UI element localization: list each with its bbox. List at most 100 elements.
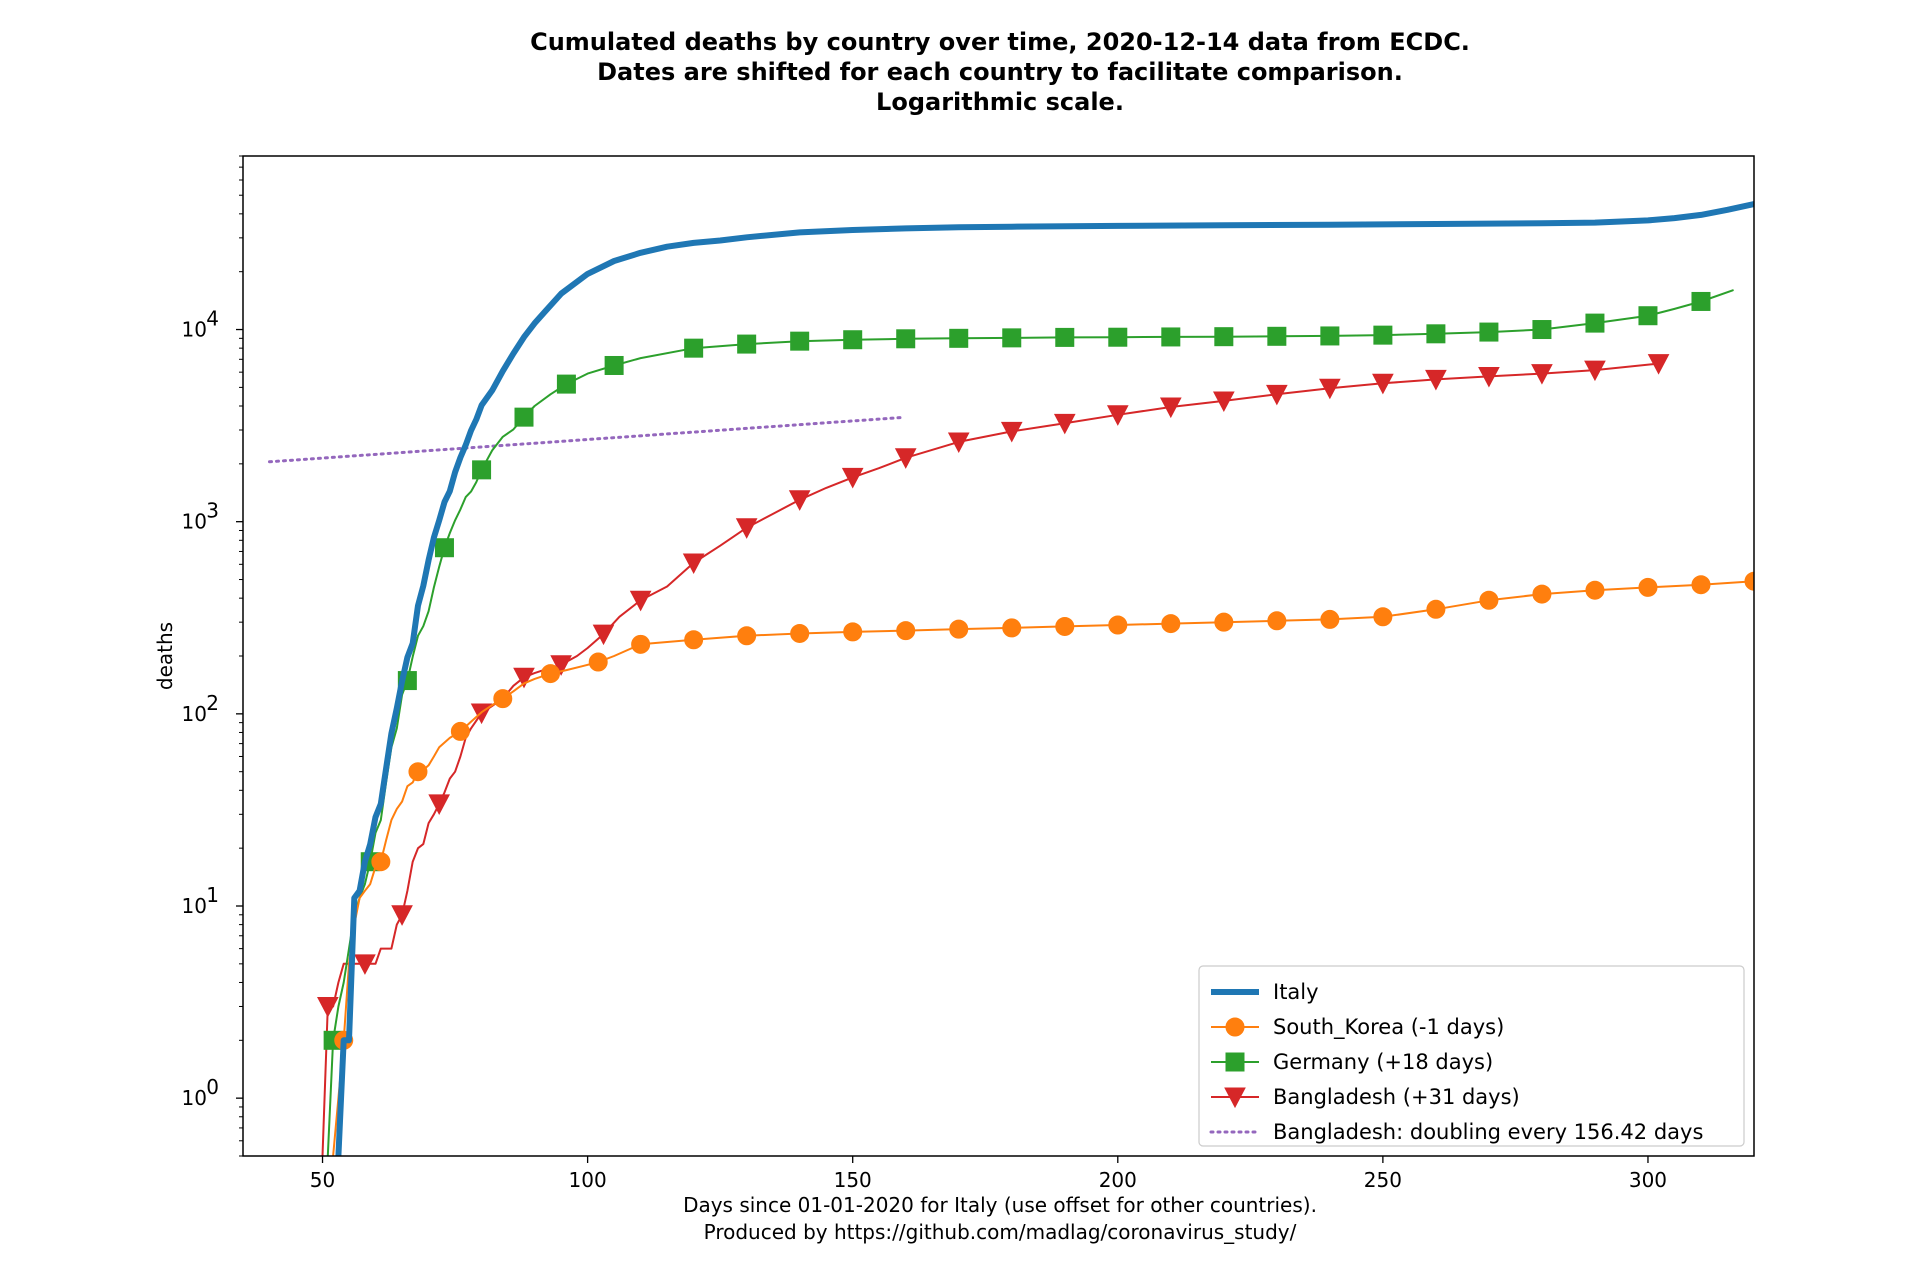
series-bangladesh-doubling: [268, 416, 902, 464]
point-bangladesh: [1053, 413, 1076, 435]
y-tick-exponent: 2: [206, 691, 219, 715]
legend-entry-southkorea: South_Korea (-1 days): [1211, 1015, 1504, 1040]
legend-label-italy: Italy: [1273, 980, 1319, 1004]
chart-title-line-3: Logarithmic scale.: [876, 88, 1124, 116]
point-germany: [434, 538, 454, 558]
chart-title: Cumulated deaths by country over time, 2…: [530, 28, 1470, 116]
x-axis-label-line-2: Produced by https://github.com/madlag/co…: [704, 1220, 1297, 1244]
y-tick-label: 10: [182, 894, 207, 918]
x-tick-label: 100: [569, 1168, 607, 1192]
plot-area: [268, 201, 1754, 1156]
point-bangladesh: [1425, 369, 1447, 391]
series-line-bangladesh: [321, 362, 1660, 1156]
point-bangladesh: [391, 905, 413, 926]
point-bangladesh: [947, 432, 970, 454]
series-line-bangladesh-doubling: [268, 416, 902, 464]
point-southkorea: [684, 630, 704, 650]
point-southkorea: [737, 626, 757, 646]
point-bangladesh: [1266, 384, 1288, 406]
point-germany: [1426, 324, 1446, 344]
point-southkorea: [1214, 612, 1234, 632]
x-tick-label: 300: [1629, 1168, 1667, 1192]
point-germany: [1267, 326, 1287, 346]
point-germany: [1002, 328, 1022, 348]
y-tick-label: 10: [182, 510, 207, 534]
point-southkorea: [896, 621, 916, 641]
point-germany: [1161, 327, 1181, 347]
y-axis-label: deaths: [153, 622, 177, 690]
point-bangladesh: [788, 490, 811, 511]
point-germany: [1585, 313, 1605, 333]
point-bangladesh: [1212, 391, 1235, 413]
point-bangladesh: [1584, 360, 1606, 382]
point-germany: [684, 338, 704, 358]
point-southkorea: [541, 664, 561, 684]
point-southkorea: [493, 689, 513, 709]
point-bangladesh: [1159, 397, 1182, 419]
series-germany: [323, 289, 1734, 1156]
point-southkorea: [1055, 616, 1075, 636]
plot-inner: [268, 201, 1754, 1156]
point-southkorea: [1532, 584, 1552, 604]
point-southkorea: [1638, 577, 1658, 597]
x-axis-label-line-1: Days since 01-01-2020 for Italy (use off…: [683, 1193, 1317, 1217]
point-bangladesh: [316, 996, 339, 1018]
point-bangladesh: [1106, 405, 1129, 426]
y-tick-exponent: 4: [206, 307, 219, 331]
point-bangladesh: [354, 954, 376, 975]
point-germany: [790, 331, 810, 351]
point-bangladesh: [550, 655, 572, 676]
point-bangladesh: [1647, 354, 1670, 375]
point-germany: [1691, 291, 1711, 311]
legend-entry-bangladesh: Bangladesh (+31 days): [1211, 1085, 1520, 1109]
legend: Italy South_Korea (-1 days) Germany (+18 d…: [1198, 965, 1745, 1147]
legend-marker-southkorea: [1225, 1017, 1245, 1037]
point-southkorea: [949, 619, 969, 639]
point-germany: [472, 460, 492, 480]
point-germany: [1214, 327, 1234, 347]
point-germany: [896, 329, 916, 349]
point-southkorea: [1161, 614, 1181, 634]
point-germany: [737, 334, 757, 354]
point-germany: [1055, 327, 1075, 347]
legend-label-bangladesh: Bangladesh (+31 days): [1273, 1085, 1520, 1109]
point-bangladesh: [1319, 378, 1341, 400]
point-germany: [556, 374, 576, 394]
point-southkorea: [588, 652, 608, 672]
legend-entry-bangladesh-doubling: Bangladesh: doubling every 156.42 days: [1209, 1120, 1703, 1144]
x-axis-label: Days since 01-01-2020 for Italy (use off…: [683, 1193, 1317, 1244]
y-tick-label: 10: [182, 702, 207, 726]
x-tick-label: 200: [1099, 1168, 1137, 1192]
point-southkorea: [1585, 580, 1605, 600]
point-bangladesh: [682, 553, 705, 575]
point-bangladesh: [894, 448, 917, 469]
y-tick-label: 10: [182, 1086, 207, 1110]
point-southkorea: [631, 634, 651, 654]
y-tick-exponent: 1: [206, 883, 219, 907]
legend-marker-germany: [1225, 1052, 1245, 1072]
point-bangladesh: [592, 624, 615, 646]
point-southkorea: [1691, 575, 1711, 595]
point-southkorea: [1002, 618, 1022, 638]
x-tick-label: 250: [1364, 1168, 1402, 1192]
point-southkorea: [1744, 571, 1754, 591]
point-bangladesh: [1531, 364, 1553, 385]
chart-title-line-1: Cumulated deaths by country over time, 2…: [530, 28, 1470, 56]
point-bangladesh: [735, 518, 758, 539]
point-germany: [1320, 326, 1340, 346]
legend-marker-bangladesh: [1224, 1087, 1246, 1109]
point-southkorea: [450, 721, 470, 741]
point-germany: [604, 355, 624, 375]
y-tick-label: 10: [182, 318, 207, 342]
y-axis-label-text: deaths: [153, 622, 177, 690]
point-germany: [1373, 325, 1393, 345]
point-bangladesh: [428, 794, 450, 815]
point-southkorea: [1479, 590, 1499, 610]
legend-label-southkorea: South_Korea (-1 days): [1273, 1015, 1504, 1040]
legend-entry-italy: Italy: [1211, 980, 1319, 1004]
point-bangladesh: [513, 667, 535, 689]
point-southkorea: [371, 852, 391, 872]
series-southkorea: [332, 571, 1754, 1156]
series-bangladesh: [316, 354, 1670, 1156]
